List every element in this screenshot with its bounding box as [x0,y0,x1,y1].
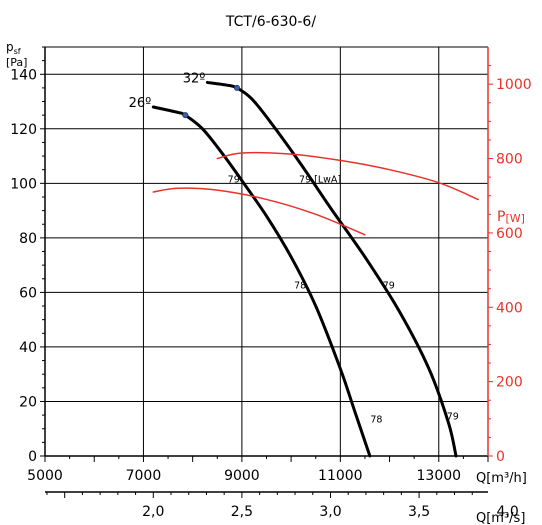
curve-annotation: 79 [LwA] [299,174,341,185]
y-axis-label: psf [6,40,21,56]
y2-axis-label: P[W] [497,209,525,225]
curve-annotation: 79 [383,281,395,292]
y2-tick-label: 0 [496,449,505,465]
x-tick-label: 13000 [417,468,462,484]
x-axis-label: Q[m³/h] [476,471,527,486]
curve-annotation: 32º [183,71,206,86]
x2-axis-label: Q[m³/s] [476,511,525,525]
curve-annotation: 26º [129,96,152,111]
y-tick-label: 100 [10,176,37,192]
curve-annotation: 78 [294,281,306,292]
y2-tick-label: 1000 [496,77,532,93]
x-tick-label: 11000 [318,468,363,484]
x2-tick-label: 3,5 [408,504,430,520]
pressure-curve-1 [205,80,458,458]
curve-annotation: 78 [370,414,382,425]
y2-tick-label: 200 [496,375,523,391]
labels-group: 26º 32º 79 79 [LwA] 78 79 78 79 [129,71,459,425]
y-tick-label: 140 [10,67,37,83]
curve-annotation: 79 [228,174,240,185]
grid-lines [44,46,489,457]
y-axis-unit: [Pa] [6,56,27,69]
x-tick-label: 7000 [126,468,162,484]
curve-annotation: 79 [447,412,459,423]
y-tick-label: 0 [28,449,37,465]
y2-axis-label-main: P [497,209,505,225]
x2-tick-label: 3,0 [319,504,341,520]
y2-axis-label-sub: [W] [505,212,524,225]
y-axis-label-main: p [6,40,14,54]
y2-tick-label: 400 [496,300,523,316]
y-axis-label-sub: sf [14,47,21,56]
y-tick-label: 80 [19,231,37,247]
x2-tick-label: 2,5 [231,504,253,520]
power-curve-3 [216,151,479,201]
chart-title: TCT/6-630-6/ [225,14,316,30]
operating-point-marker [233,84,240,91]
series-group [151,80,479,458]
y-tick-label: 60 [19,285,37,301]
x2-tick-label: 2,0 [142,504,164,520]
y2-tick-label: 800 [496,152,523,168]
y-tick-label: 120 [10,122,37,138]
y-tick-label: 20 [19,394,37,410]
operating-point-marker [182,112,189,119]
x-tick-label: 9000 [224,468,260,484]
axes: 0 20 40 60 80 100 120 140 5000 7000 9000 11000 13000… [10,46,532,520]
y-tick-label: 40 [19,340,37,356]
x-tick-label: 5000 [27,468,63,484]
y2-tick-label: 600 [496,226,523,242]
power-curve-2 [152,187,366,236]
x2-tick-label: 4,0 [497,504,519,520]
